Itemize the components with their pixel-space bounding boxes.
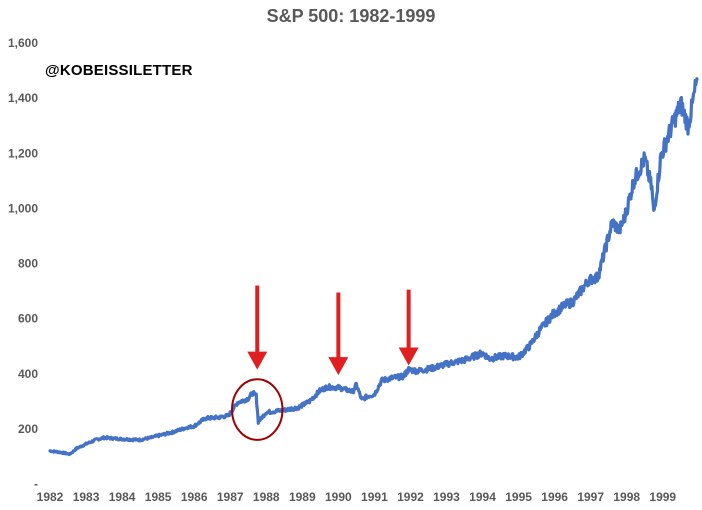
watermark: @KOBEISSILETTER: [45, 62, 193, 79]
x-tick-label: 1992: [397, 490, 424, 504]
x-tick-label: 1995: [505, 490, 532, 504]
series-line: [48, 77, 699, 457]
y-axis-labels: - 200 400 600 800 1,000 1,200 1,400 1,600: [8, 36, 38, 491]
x-tick-label: 1988: [253, 490, 280, 504]
annotation-arrow-head: [247, 351, 268, 370]
annotation-circle: [231, 378, 284, 441]
x-tick-label: 1985: [145, 490, 172, 504]
y-tick-label: -: [34, 477, 38, 491]
x-tick-label: 1993: [433, 490, 460, 504]
x-tick-label: 1983: [73, 490, 100, 504]
x-tick-label: 1991: [361, 490, 388, 504]
y-tick-label: 800: [18, 257, 38, 271]
x-tick-label: 1996: [541, 490, 568, 504]
y-tick-label: 1,400: [8, 91, 38, 105]
annotation-arrow-head: [328, 357, 349, 376]
y-tick-label: 1,000: [8, 201, 38, 215]
x-tick-label: 1994: [469, 490, 496, 504]
x-tick-label: 1997: [577, 490, 604, 504]
x-tick-label: 1998: [613, 490, 640, 504]
y-tick-label: 1,600: [8, 36, 38, 50]
x-tick-label: 1987: [217, 490, 244, 504]
y-tick-label: 1,200: [8, 146, 38, 160]
y-tick-label: 600: [18, 312, 38, 326]
x-tick-label: 1982: [37, 490, 64, 504]
x-tick-label: 1986: [181, 490, 208, 504]
annotation-arrow-head: [398, 347, 419, 366]
x-tick-label: 1990: [325, 490, 352, 504]
x-tick-label: 1989: [289, 490, 316, 504]
x-axis-labels: 1982 1983 1984 1985 1986 1987 1988 1989 1990 1991…: [37, 490, 677, 504]
x-tick-label: 1999: [649, 490, 676, 504]
annotations: [231, 285, 419, 441]
y-tick-label: 400: [18, 367, 38, 381]
chart-title: S&P 500: 1982-1999: [266, 6, 436, 26]
x-tick-label: 1984: [109, 490, 136, 504]
y-tick-label: 200: [18, 422, 38, 436]
